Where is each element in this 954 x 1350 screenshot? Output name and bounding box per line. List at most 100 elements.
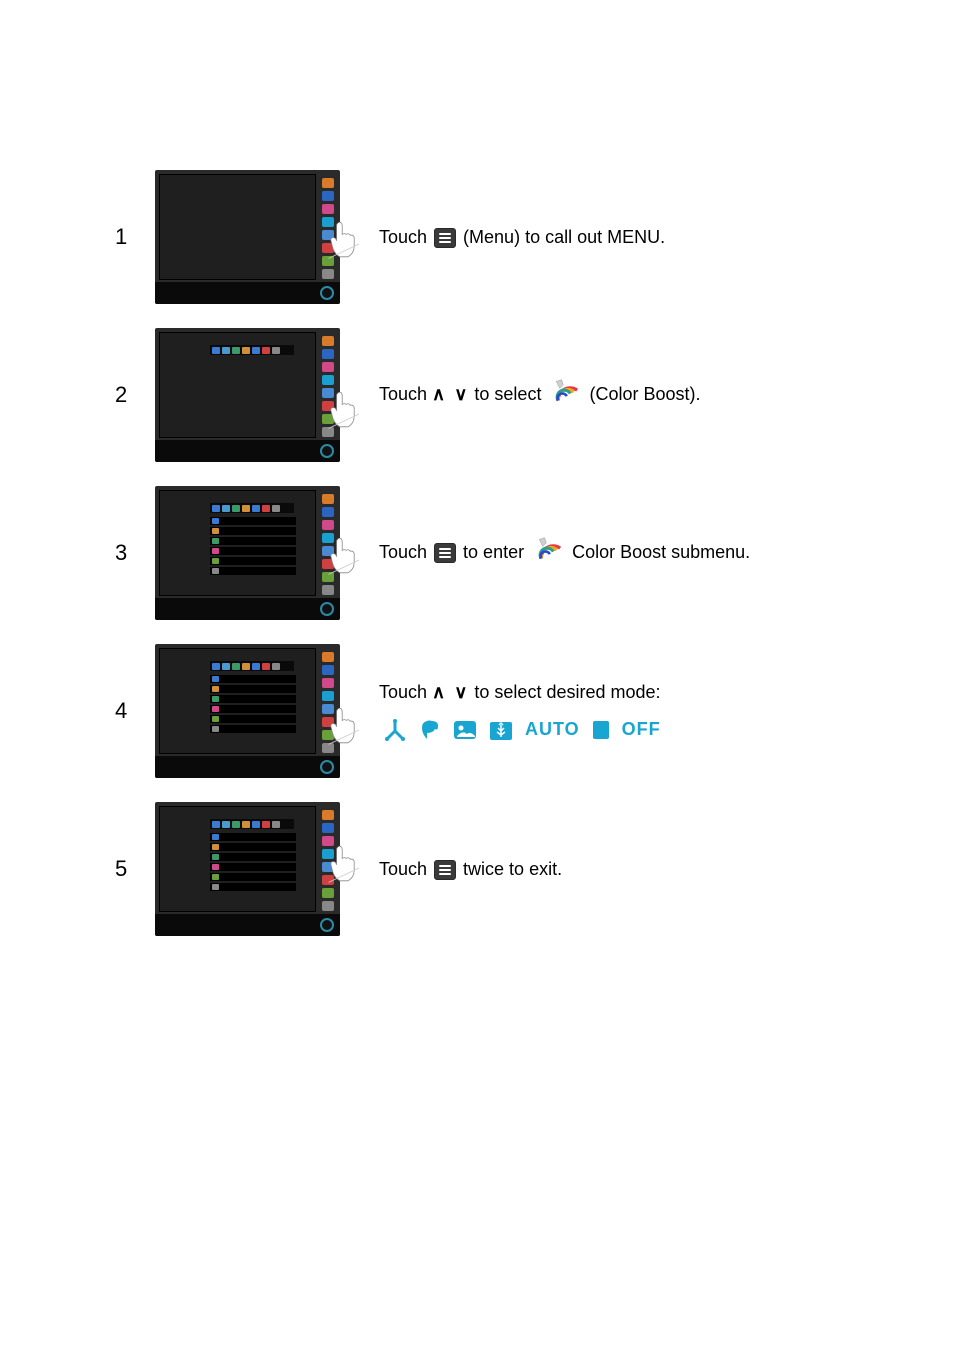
osd-icon (262, 663, 270, 670)
osd-icon (272, 663, 280, 670)
touch-hand-icon (326, 844, 360, 884)
submenu-row (210, 715, 296, 723)
submenu-row (210, 853, 296, 861)
nature-green-icon (489, 719, 513, 741)
submenu-row (210, 547, 296, 555)
auto-detect-label: AUTO (525, 716, 580, 743)
submenu-row (210, 517, 296, 525)
step-row: 5Touch twice to exit. (115, 802, 954, 936)
up-down-icon: ∧ ∨ (432, 384, 469, 404)
menu-icon (434, 543, 456, 563)
osd-icon (272, 505, 280, 512)
instruction-text: to enter (458, 542, 529, 562)
instruction-text: Touch (379, 542, 432, 562)
instruction-text: twice to exit. (458, 859, 562, 879)
side-icon (322, 178, 334, 188)
submenu-row (210, 695, 296, 703)
step-number: 1 (115, 224, 155, 250)
submenu-row (210, 675, 296, 683)
side-icon (322, 888, 334, 898)
side-icon (322, 375, 334, 385)
power-button-icon (320, 918, 334, 932)
osd-icon (262, 821, 270, 828)
osd-icon (242, 347, 250, 354)
monitor-screen (159, 490, 316, 596)
osd-icon (242, 821, 250, 828)
mode-icons-row: AUTO OFF (383, 716, 954, 743)
step-number: 2 (115, 382, 155, 408)
osd-icon (252, 821, 260, 828)
side-icon (322, 204, 334, 214)
osd-submenu (210, 517, 296, 577)
osd-submenu (210, 675, 296, 735)
osd-icon (252, 505, 260, 512)
instruction-text: Touch (379, 227, 432, 247)
monitor-bezel-bottom (155, 598, 340, 620)
step-row: 3Touch to enter Color Boost submenu. (115, 486, 954, 620)
side-icon (322, 191, 334, 201)
osd-menu-bar (210, 503, 294, 513)
step-number: 3 (115, 540, 155, 566)
monitor-column (155, 170, 355, 304)
full-enhance-icon (383, 719, 407, 741)
monitor-column (155, 328, 355, 462)
steps-list: 1 Touch (Menu) to call out MENU. 2 Touch ∧ … (115, 170, 954, 936)
osd-submenu (210, 833, 296, 893)
menu-icon (434, 860, 456, 880)
side-icon (322, 678, 334, 688)
submenu-row (210, 527, 296, 535)
osd-icon (232, 663, 240, 670)
touch-hand-icon (326, 706, 360, 746)
side-icon (322, 810, 334, 820)
instruction-text: Touch (379, 859, 432, 879)
monitor-column (155, 486, 355, 620)
step-instruction: Touch (Menu) to call out MENU. (355, 224, 954, 251)
osd-icon (262, 505, 270, 512)
submenu-row (210, 843, 296, 851)
instruction-text: Touch (379, 682, 432, 702)
monitor-illustration (155, 170, 340, 304)
touch-hand-icon (326, 390, 360, 430)
side-icon (322, 520, 334, 530)
monitor-illustration (155, 802, 340, 936)
submenu-row (210, 705, 296, 713)
touch-hand-icon (326, 536, 360, 576)
osd-menu-bar (210, 819, 294, 829)
side-icon (322, 336, 334, 346)
instruction-text: to select desired mode: (469, 682, 660, 702)
monitor-screen (159, 174, 316, 280)
side-icon (322, 507, 334, 517)
monitor-bezel-bottom (155, 756, 340, 778)
side-icon (322, 901, 334, 911)
off-label: OFF (622, 716, 661, 743)
osd-icon (272, 347, 280, 354)
instruction-text: (Menu) to call out MENU. (458, 227, 665, 247)
side-icon (322, 691, 334, 701)
submenu-row (210, 537, 296, 545)
side-icon (322, 665, 334, 675)
side-icon (322, 823, 334, 833)
osd-icon (252, 347, 260, 354)
osd-icon (252, 663, 260, 670)
monitor-screen (159, 648, 316, 754)
osd-icon (222, 505, 230, 512)
osd-icon (232, 821, 240, 828)
instruction-text: Touch (379, 384, 432, 404)
monitor-bezel-bottom (155, 914, 340, 936)
monitor-screen (159, 332, 316, 438)
up-down-icon: ∧ ∨ (432, 682, 469, 702)
monitor-bezel-bottom (155, 282, 340, 304)
power-button-icon (320, 444, 334, 458)
step-row: 4Touch ∧ ∨ to select desired mode:AUTOOF… (115, 644, 954, 778)
osd-icon (212, 505, 220, 512)
osd-icon (212, 347, 220, 354)
osd-icon (212, 663, 220, 670)
step-instruction: Touch ∧ ∨ to select (Color Boost). (355, 378, 954, 412)
power-button-icon (320, 286, 334, 300)
demo-icon (592, 720, 610, 740)
osd-menu-bar (210, 661, 294, 671)
monitor-column (155, 644, 355, 778)
monitor-illustration (155, 328, 340, 462)
submenu-row (210, 725, 296, 733)
side-icon (322, 652, 334, 662)
